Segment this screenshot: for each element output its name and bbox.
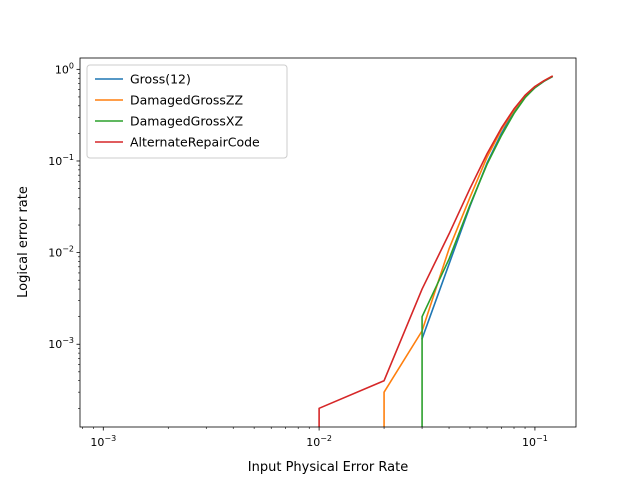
series-layer — [318, 75, 554, 427]
legend-label-1: Gross(12) — [130, 72, 191, 87]
x-tick-label: 10−2 — [306, 434, 332, 449]
y-axis-label: Logical error rate — [16, 186, 31, 298]
legend: Gross(12) DamagedGrossZZ DamagedGrossXZ Al… — [86, 64, 288, 159]
series-line-3 — [421, 75, 554, 427]
x-axis-label: Input Physical Error Rate — [248, 460, 408, 475]
y-tick-label: 10−1 — [48, 153, 74, 168]
y-tick-label: 100 — [55, 61, 74, 76]
legend-box — [86, 64, 288, 159]
x-axis: 10−3 10−2 10−1 — [82, 427, 548, 449]
x-tick-label: 10−1 — [522, 434, 548, 449]
y-axis: 10−3 10−2 10−1 100 — [48, 61, 80, 409]
y-tick-label: 10−2 — [48, 245, 74, 260]
legend-label-4: AlternateRepairCode — [130, 135, 260, 150]
y-tick-label: 10−3 — [48, 336, 74, 351]
plot-frame — [79, 57, 577, 428]
legend-label-2: DamagedGrossZZ — [130, 93, 243, 108]
series-line-4 — [318, 75, 554, 427]
legend-label-3: DamagedGrossXZ — [130, 114, 243, 129]
x-tick-label: 10−3 — [90, 434, 116, 449]
